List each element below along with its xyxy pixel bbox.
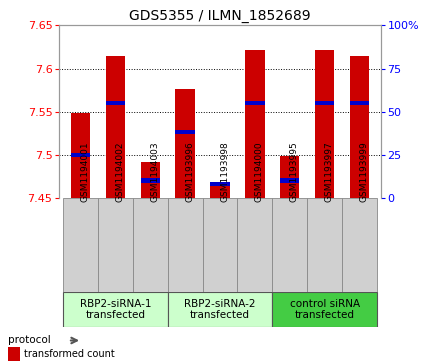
Bar bbox=[350, 57, 369, 198]
Text: GSM1193995: GSM1193995 bbox=[290, 141, 299, 201]
Bar bbox=[280, 179, 300, 183]
Text: control siRNA
transfected: control siRNA transfected bbox=[290, 299, 360, 320]
Bar bbox=[246, 50, 264, 198]
Title: GDS5355 / ILMN_1852689: GDS5355 / ILMN_1852689 bbox=[129, 9, 311, 23]
Bar bbox=[176, 89, 194, 198]
Bar bbox=[168, 198, 202, 292]
Bar bbox=[98, 198, 133, 292]
Text: GSM1194003: GSM1194003 bbox=[150, 141, 159, 201]
Bar bbox=[202, 198, 238, 292]
Bar bbox=[272, 198, 307, 292]
Bar bbox=[280, 156, 300, 198]
Text: GSM1193997: GSM1193997 bbox=[325, 141, 334, 201]
Text: transformed count: transformed count bbox=[24, 349, 115, 359]
Bar bbox=[238, 198, 272, 292]
Bar bbox=[342, 198, 377, 292]
Bar bbox=[315, 101, 334, 105]
Bar bbox=[176, 130, 194, 134]
Text: GSM1194000: GSM1194000 bbox=[255, 141, 264, 201]
Bar bbox=[140, 162, 160, 198]
Text: GSM1194001: GSM1194001 bbox=[81, 141, 89, 201]
Text: GSM1193996: GSM1193996 bbox=[185, 141, 194, 201]
Text: GSM1194002: GSM1194002 bbox=[115, 141, 124, 201]
Bar bbox=[106, 101, 125, 105]
Bar bbox=[71, 152, 90, 157]
Text: GSM1193999: GSM1193999 bbox=[359, 141, 369, 201]
Bar bbox=[63, 292, 168, 327]
Text: GSM1193998: GSM1193998 bbox=[220, 141, 229, 201]
Bar bbox=[106, 57, 125, 198]
Bar bbox=[140, 179, 160, 183]
Bar bbox=[168, 292, 272, 327]
Bar bbox=[246, 101, 264, 105]
Bar bbox=[350, 101, 369, 105]
Bar bbox=[133, 198, 168, 292]
Bar bbox=[8, 347, 20, 361]
Bar bbox=[272, 292, 377, 327]
Text: RBP2-siRNA-2
transfected: RBP2-siRNA-2 transfected bbox=[184, 299, 256, 320]
Bar bbox=[71, 113, 90, 198]
Bar bbox=[210, 184, 230, 198]
Text: RBP2-siRNA-1
transfected: RBP2-siRNA-1 transfected bbox=[80, 299, 151, 320]
Text: protocol: protocol bbox=[8, 335, 51, 346]
Bar bbox=[63, 198, 98, 292]
Bar bbox=[307, 198, 342, 292]
Bar bbox=[210, 182, 230, 186]
Bar bbox=[315, 50, 334, 198]
